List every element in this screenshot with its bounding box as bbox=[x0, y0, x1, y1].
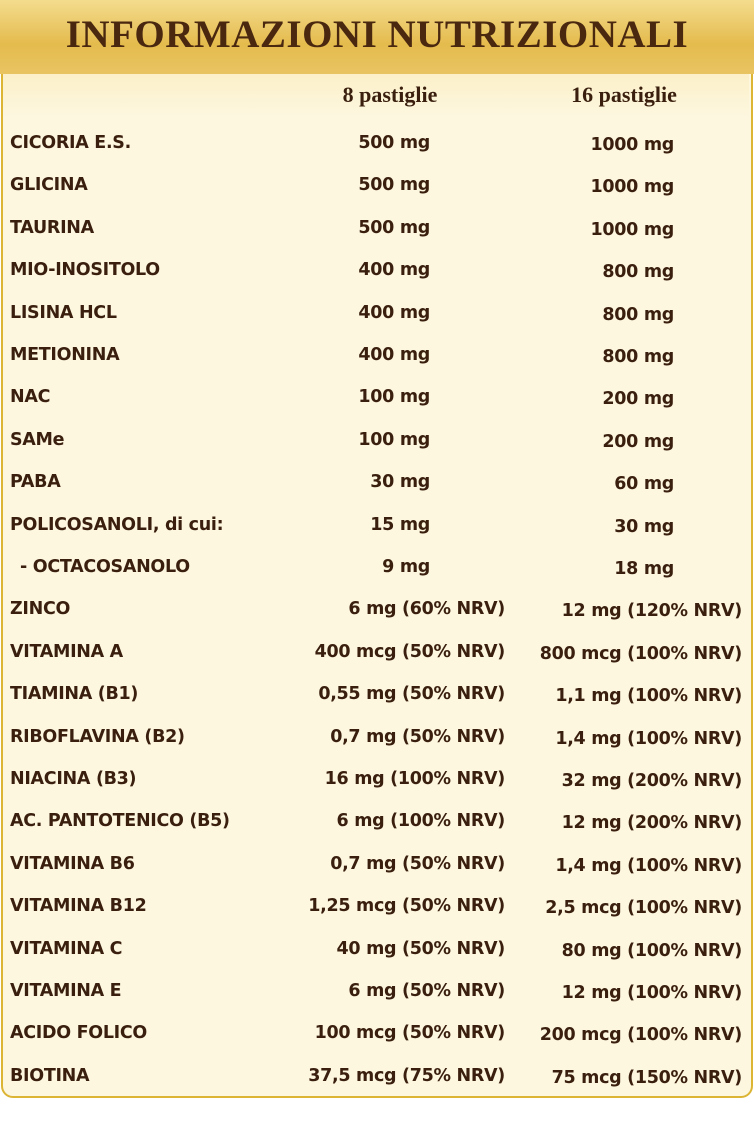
amount-16: 12 mg (200% NRV) bbox=[561, 813, 743, 834]
amount-8: 30 mg bbox=[370, 472, 430, 493]
amount-16: 12 mg (100% NRV) bbox=[561, 983, 743, 1003]
nutrient-name: AC. PANTOTENICO (B5) bbox=[10, 811, 230, 832]
amount-8: 400 mg bbox=[358, 260, 430, 281]
title: INFORMAZIONI NUTRIZIONALI bbox=[65, 13, 689, 56]
column-header: 16 pastiglie bbox=[571, 82, 677, 107]
amount-16: 1000 mg bbox=[590, 135, 675, 155]
amount-8: 100 mg bbox=[358, 387, 430, 408]
amount-8: 0,55 mg (50% NRV) bbox=[318, 684, 505, 705]
amount-16: 200 mcg (100% NRV) bbox=[539, 1025, 743, 1046]
amount-8: 1,25 mcg (50% NRV) bbox=[308, 896, 505, 917]
amount-8: 400 mg bbox=[358, 302, 430, 323]
table-panel bbox=[1, 0, 753, 1098]
amount-8: 0,7 mg (50% NRV) bbox=[330, 853, 505, 874]
amount-8: 100 mg bbox=[358, 429, 430, 450]
nutrient-name: ZINCO bbox=[10, 599, 71, 620]
nutrient-name: VITAMINA B6 bbox=[10, 853, 135, 874]
nutrient-name: SAMe bbox=[10, 429, 65, 450]
amount-8: 500 mg bbox=[358, 217, 430, 238]
nutrient-name: NAC bbox=[10, 387, 51, 408]
nutrient-name: TIAMINA (B1) bbox=[10, 684, 139, 705]
amount-8: 500 mg bbox=[358, 133, 430, 153]
nutrient-name: VITAMINA A bbox=[10, 641, 123, 662]
amount-8: 0,7 mg (50% NRV) bbox=[330, 726, 505, 747]
nutrient-name: GLICINA bbox=[10, 175, 88, 196]
amount-16: 75 mcg (150% NRV) bbox=[551, 1067, 743, 1088]
nutrient-name: MIO-INOSITOLO bbox=[10, 260, 160, 281]
nutrient-name: METIONINA bbox=[10, 345, 120, 365]
amount-8: 6 mg (50% NRV) bbox=[348, 981, 505, 1001]
amount-8: 400 mcg (50% NRV) bbox=[314, 641, 506, 662]
amount-8: 400 mg bbox=[358, 345, 430, 365]
amount-8: 40 mg (50% NRV) bbox=[336, 938, 506, 959]
amount-16: 12 mg (120% NRV) bbox=[561, 601, 743, 622]
nutrient-name: ACIDO FOLICO bbox=[10, 1023, 148, 1044]
amount-16: 200 mg bbox=[602, 389, 674, 410]
nutrient-name: LISINA HCL bbox=[10, 302, 117, 323]
column-header: 8 pastiglie bbox=[342, 82, 438, 107]
nutrient-name: VITAMINA B12 bbox=[10, 896, 147, 917]
amount-16: 800 mg bbox=[602, 262, 674, 283]
amount-16: 18 mg bbox=[614, 559, 674, 579]
amount-8: 100 mcg (50% NRV) bbox=[314, 1023, 506, 1044]
amount-8: 37,5 mcg (75% NRV) bbox=[308, 1065, 505, 1086]
amount-16: 800 mg bbox=[602, 304, 674, 325]
amount-16: 2,5 mcg (100% NRV) bbox=[545, 898, 742, 919]
amount-16: 60 mg bbox=[614, 474, 674, 495]
amount-16: 1000 mg bbox=[590, 177, 675, 198]
amount-16: 1,4 mg (100% NRV) bbox=[555, 728, 742, 749]
amount-8: 15 mg bbox=[370, 514, 430, 535]
nutrient-name: VITAMINA E bbox=[10, 981, 122, 1001]
nutrient-name: BIOTINA bbox=[10, 1065, 90, 1086]
nutrient-name: CICORIA E.S. bbox=[10, 133, 131, 153]
amount-16: 200 mg bbox=[602, 431, 674, 452]
amount-8: 16 mg (100% NRV) bbox=[324, 769, 506, 789]
amount-16: 800 mcg (100% NRV) bbox=[539, 643, 743, 664]
amount-16: 80 mg (100% NRV) bbox=[561, 940, 743, 961]
nutrient-name: POLICOSANOLI, di cui: bbox=[10, 514, 224, 535]
amount-16: 30 mg bbox=[614, 516, 674, 537]
amount-16: 1000 mg bbox=[590, 219, 675, 240]
nutrient-name: TAURINA bbox=[10, 217, 94, 238]
title-bar bbox=[0, 0, 754, 74]
amount-8: 6 mg (60% NRV) bbox=[348, 599, 505, 620]
amount-16: 32 mg (200% NRV) bbox=[561, 771, 743, 791]
nutrient-name: RIBOFLAVINA (B2) bbox=[10, 726, 185, 747]
amount-8: 500 mg bbox=[358, 175, 430, 196]
amount-8: 6 mg (100% NRV) bbox=[336, 811, 506, 832]
nutrient-name: NIACINA (B3) bbox=[10, 769, 137, 789]
amount-16: 1,1 mg (100% NRV) bbox=[555, 686, 742, 707]
amount-16: 1,4 mg (100% NRV) bbox=[555, 855, 742, 876]
column-header-band bbox=[3, 74, 749, 118]
amount-16: 800 mg bbox=[602, 347, 674, 367]
nutrient-name: - OCTACOSANOLO bbox=[20, 557, 190, 577]
nutrient-name: PABA bbox=[10, 472, 61, 493]
nutrient-name: VITAMINA C bbox=[10, 938, 123, 959]
amount-8: 9 mg bbox=[382, 557, 430, 577]
